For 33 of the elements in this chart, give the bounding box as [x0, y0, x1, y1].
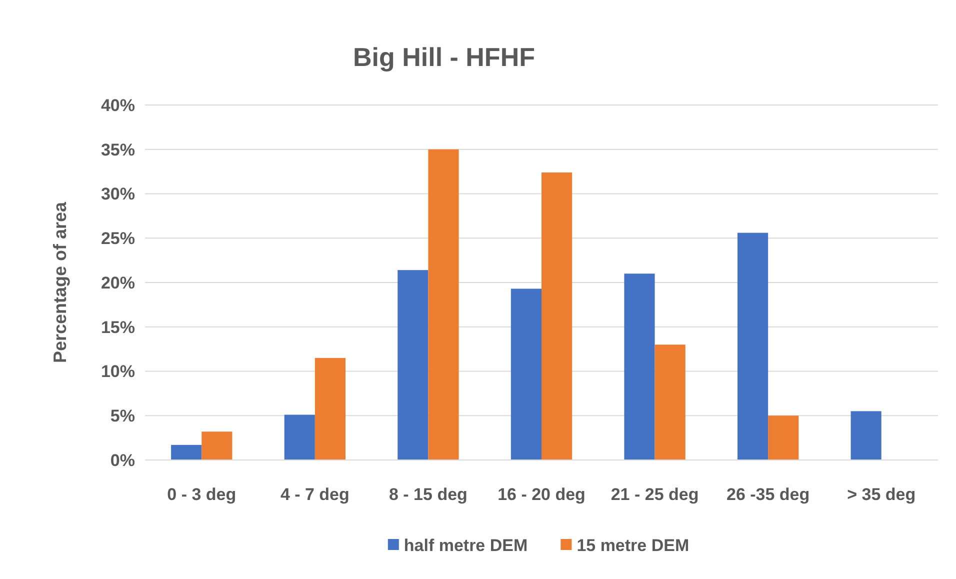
- bar: [768, 416, 799, 460]
- x-tick-label: > 35 deg: [847, 485, 916, 504]
- y-axis-title: Percentage of area: [50, 200, 70, 364]
- x-tick-label: 4 - 7 deg: [280, 485, 350, 504]
- y-tick-label: 15%: [100, 318, 135, 337]
- x-tick-label: 0 - 3 deg: [167, 485, 236, 504]
- y-tick-label: 35%: [100, 140, 135, 160]
- bar: [202, 432, 232, 460]
- bar: [398, 270, 428, 460]
- bar: [624, 274, 655, 460]
- y-tick-label: 30%: [100, 184, 135, 204]
- y-tick-label: 40%: [100, 96, 135, 115]
- y-tick-label: 10%: [100, 362, 135, 382]
- chart-title: Big Hill - HFHF: [353, 42, 535, 72]
- bar: [284, 414, 315, 460]
- bar: [510, 288, 542, 460]
- x-tick-label: 26 -35 deg: [726, 485, 810, 504]
- bar: [171, 444, 202, 460]
- bar: [737, 232, 768, 460]
- y-tick-label: 25%: [100, 229, 135, 248]
- y-tick-label: 5%: [110, 406, 135, 426]
- x-tick-label: 16 - 20 deg: [498, 485, 586, 504]
- x-tick-label: 8 - 15 deg: [389, 485, 468, 504]
- y-tick-label: 20%: [100, 273, 135, 292]
- bar: [314, 358, 346, 460]
- bar: [850, 411, 882, 460]
- bar: [654, 344, 686, 460]
- bar: [542, 172, 572, 460]
- bar: [428, 149, 459, 460]
- y-tick-label: 0%: [110, 450, 135, 470]
- legend-label: half metre DEM: [404, 536, 528, 555]
- x-tick-label: 21 - 25 deg: [610, 485, 699, 504]
- legend-label: 15 metre DEM: [576, 536, 690, 555]
